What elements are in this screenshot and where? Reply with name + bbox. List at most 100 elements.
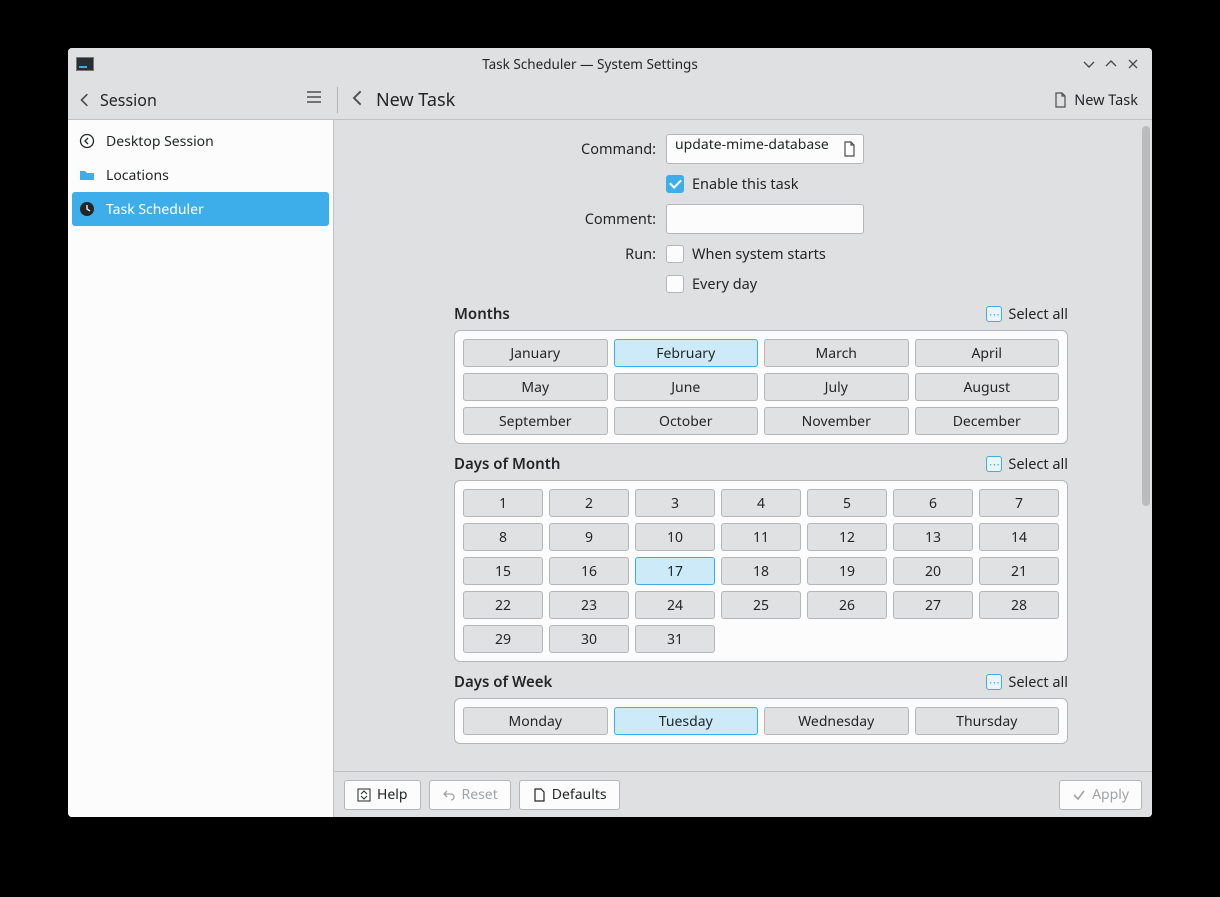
minimize-button[interactable] [1078, 53, 1100, 75]
dom-toggle-2[interactable]: 2 [549, 489, 629, 517]
apply-button[interactable]: Apply [1059, 780, 1142, 810]
dom-toggle-25[interactable]: 25 [721, 591, 801, 619]
run-label: Run: [334, 244, 666, 264]
sidebar-item-task-scheduler[interactable]: Task Scheduler [72, 192, 329, 226]
dom-toggle-16[interactable]: 16 [549, 557, 629, 585]
sidebar-item-locations[interactable]: Locations [68, 158, 333, 192]
dom-toggle-29[interactable]: 29 [463, 625, 543, 653]
dow-toggle-thursday[interactable]: Thursday [915, 707, 1060, 735]
dom-toggle-20[interactable]: 20 [893, 557, 973, 585]
dom-toggle-31[interactable]: 31 [635, 625, 715, 653]
reset-button[interactable]: Reset [429, 780, 511, 810]
help-button[interactable]: Help [344, 780, 421, 810]
dom-toggle-13[interactable]: 13 [893, 523, 973, 551]
scrollbar[interactable] [1142, 126, 1150, 506]
sidebar-item-desktop-session[interactable]: Desktop Session [68, 124, 333, 158]
undo-icon [442, 788, 456, 802]
toolbar-divider [337, 87, 338, 113]
dow-toggle-wednesday[interactable]: Wednesday [764, 707, 909, 735]
back-circle-icon [78, 132, 96, 150]
window-title: Task Scheduler — System Settings [102, 55, 1078, 73]
every-day-checkbox[interactable] [666, 275, 684, 293]
command-label: Command: [334, 139, 666, 159]
month-toggle-august[interactable]: August [915, 373, 1060, 401]
month-toggle-september[interactable]: September [463, 407, 608, 435]
sidebar: Desktop Session Locations Task Scheduler [68, 120, 334, 817]
dom-toggle-1[interactable]: 1 [463, 489, 543, 517]
enable-task-checkbox[interactable] [666, 175, 684, 193]
months-select-all[interactable]: Select all [986, 304, 1068, 324]
back-icon[interactable] [350, 89, 366, 111]
month-toggle-february[interactable]: February [614, 339, 759, 367]
dom-toggle-9[interactable]: 9 [549, 523, 629, 551]
comment-input[interactable] [666, 204, 864, 234]
dom-toggle-21[interactable]: 21 [979, 557, 1059, 585]
select-all-icon [986, 306, 1002, 322]
dom-toggle-5[interactable]: 5 [807, 489, 887, 517]
check-icon [1072, 788, 1086, 802]
month-toggle-october[interactable]: October [614, 407, 759, 435]
when-system-starts-checkbox[interactable] [666, 245, 684, 263]
session-label[interactable]: Session [100, 89, 157, 111]
when-system-starts-label: When system starts [692, 244, 826, 264]
defaults-icon [532, 788, 546, 802]
month-toggle-april[interactable]: April [915, 339, 1060, 367]
month-toggle-december[interactable]: December [915, 407, 1060, 435]
browse-icon[interactable] [841, 141, 857, 162]
dom-toggle-12[interactable]: 12 [807, 523, 887, 551]
month-toggle-june[interactable]: June [614, 373, 759, 401]
toolbar: Session New Task New Task [68, 80, 1152, 120]
dom-toggle-22[interactable]: 22 [463, 591, 543, 619]
dom-toggle-15[interactable]: 15 [463, 557, 543, 585]
month-toggle-july[interactable]: July [764, 373, 909, 401]
sidebar-item-label: Desktop Session [106, 132, 214, 151]
dom-toggle-19[interactable]: 19 [807, 557, 887, 585]
session-back-icon[interactable] [78, 93, 92, 107]
dom-toggle-6[interactable]: 6 [893, 489, 973, 517]
window: Task Scheduler — System Settings Session… [68, 48, 1152, 817]
dom-toggle-14[interactable]: 14 [979, 523, 1059, 551]
month-toggle-november[interactable]: November [764, 407, 909, 435]
hamburger-icon[interactable] [305, 88, 323, 111]
dom-toggle-8[interactable]: 8 [463, 523, 543, 551]
dom-toggle-18[interactable]: 18 [721, 557, 801, 585]
command-input[interactable]: update-mime-database [666, 134, 864, 164]
month-toggle-march[interactable]: March [764, 339, 909, 367]
footer: Help Reset Defaults Apply [334, 771, 1152, 817]
dom-toggle-7[interactable]: 7 [979, 489, 1059, 517]
help-icon [357, 788, 371, 802]
dom-toggle-4[interactable]: 4 [721, 489, 801, 517]
dow-toggle-monday[interactable]: Monday [463, 707, 608, 735]
dom-toggle-28[interactable]: 28 [979, 591, 1059, 619]
sidebar-item-label: Task Scheduler [106, 200, 204, 219]
new-task-icon [1052, 92, 1068, 108]
dom-select-all[interactable]: Select all [986, 454, 1068, 474]
titlebar: Task Scheduler — System Settings [68, 48, 1152, 80]
main: Command: update-mime-database Enable thi… [334, 120, 1152, 817]
sidebar-item-label: Locations [106, 166, 169, 185]
defaults-button[interactable]: Defaults [519, 780, 620, 810]
select-all-icon [986, 456, 1002, 472]
dom-toggle-27[interactable]: 27 [893, 591, 973, 619]
clock-icon [78, 200, 96, 218]
dom-toggle-30[interactable]: 30 [549, 625, 629, 653]
enable-task-label: Enable this task [692, 174, 798, 194]
dom-toggle-11[interactable]: 11 [721, 523, 801, 551]
dow-toggle-tuesday[interactable]: Tuesday [614, 707, 759, 735]
dom-toggle-17[interactable]: 17 [635, 557, 715, 585]
dom-toggle-26[interactable]: 26 [807, 591, 887, 619]
dom-toggle-3[interactable]: 3 [635, 489, 715, 517]
folder-icon [78, 166, 96, 184]
close-button[interactable] [1122, 53, 1144, 75]
new-task-label: New Task [1074, 90, 1138, 110]
dom-toggle-24[interactable]: 24 [635, 591, 715, 619]
comment-label: Comment: [334, 209, 666, 229]
dom-toggle-10[interactable]: 10 [635, 523, 715, 551]
month-toggle-january[interactable]: January [463, 339, 608, 367]
dom-toggle-23[interactable]: 23 [549, 591, 629, 619]
days-of-month-title: Days of Month [454, 454, 560, 474]
month-toggle-may[interactable]: May [463, 373, 608, 401]
dow-select-all[interactable]: Select all [986, 672, 1068, 692]
maximize-button[interactable] [1100, 53, 1122, 75]
new-task-button[interactable]: New Task [1038, 90, 1152, 110]
